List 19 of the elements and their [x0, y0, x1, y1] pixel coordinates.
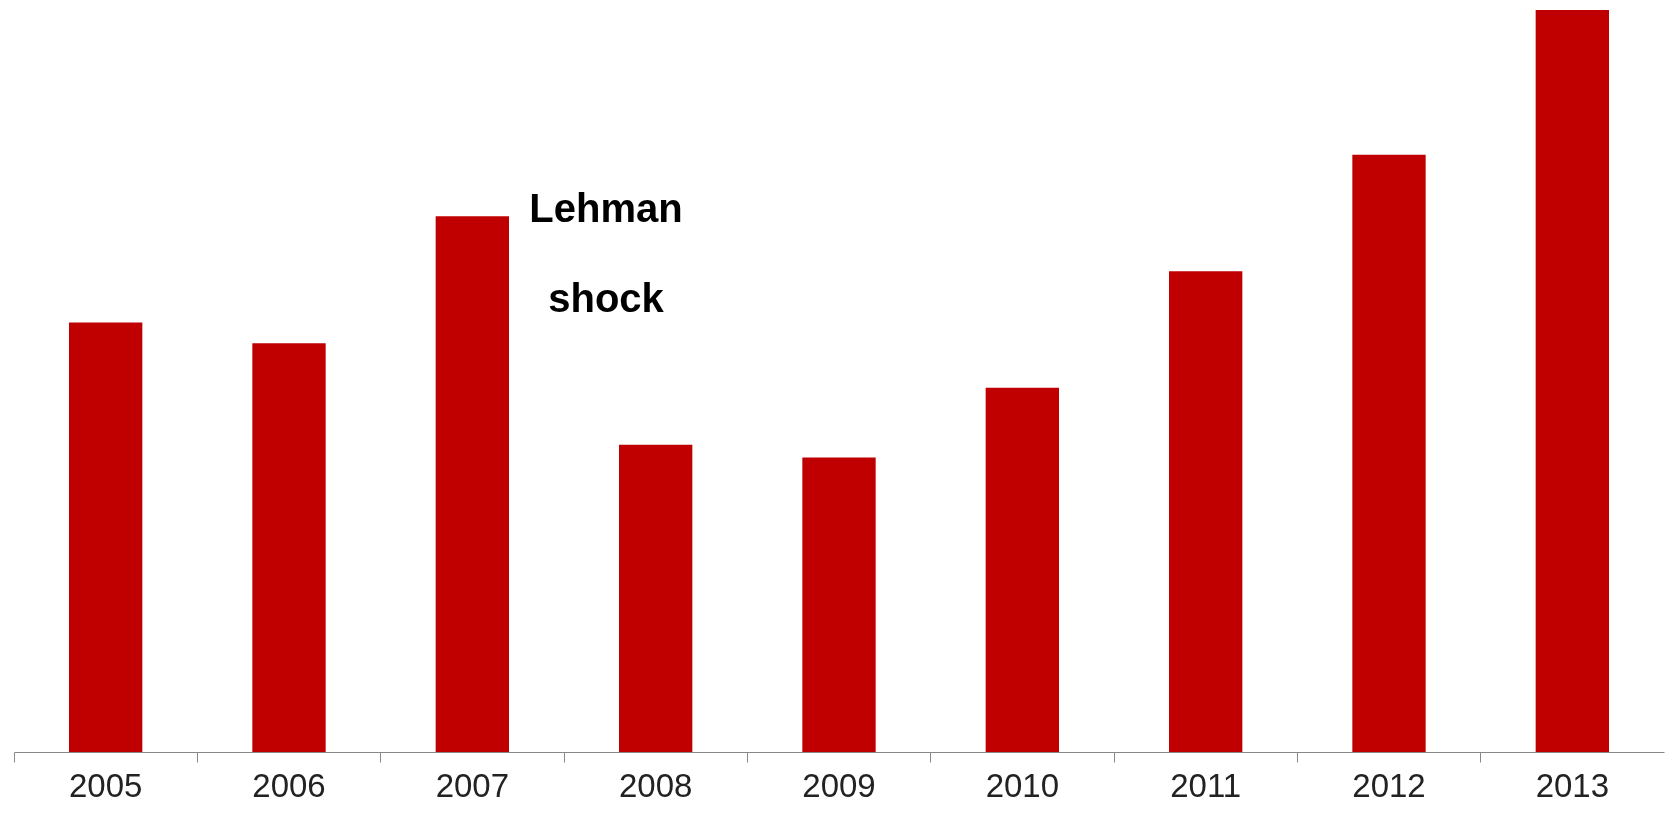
x-tick-label: 2006	[252, 766, 326, 804]
x-tick-label: 2013	[1535, 766, 1610, 804]
x-tick-label: 2005	[68, 766, 143, 804]
x-tick-label: 2010	[985, 766, 1060, 804]
x-tick-label: 2011	[1170, 766, 1242, 804]
x-tick-label: 2008	[618, 766, 693, 804]
annotation: Lehman shock	[529, 186, 683, 320]
bar	[1535, 10, 1609, 752]
bar	[252, 343, 326, 752]
bar	[1352, 154, 1426, 752]
bar	[619, 444, 693, 752]
x-tick-label: 2009	[802, 766, 876, 804]
bar	[1169, 271, 1243, 752]
bar	[69, 322, 143, 752]
bar	[435, 216, 509, 752]
bar	[985, 387, 1059, 752]
bar	[802, 457, 876, 752]
x-tick-label: 2012	[1352, 766, 1426, 804]
x-tick-label: 2007	[435, 766, 510, 804]
